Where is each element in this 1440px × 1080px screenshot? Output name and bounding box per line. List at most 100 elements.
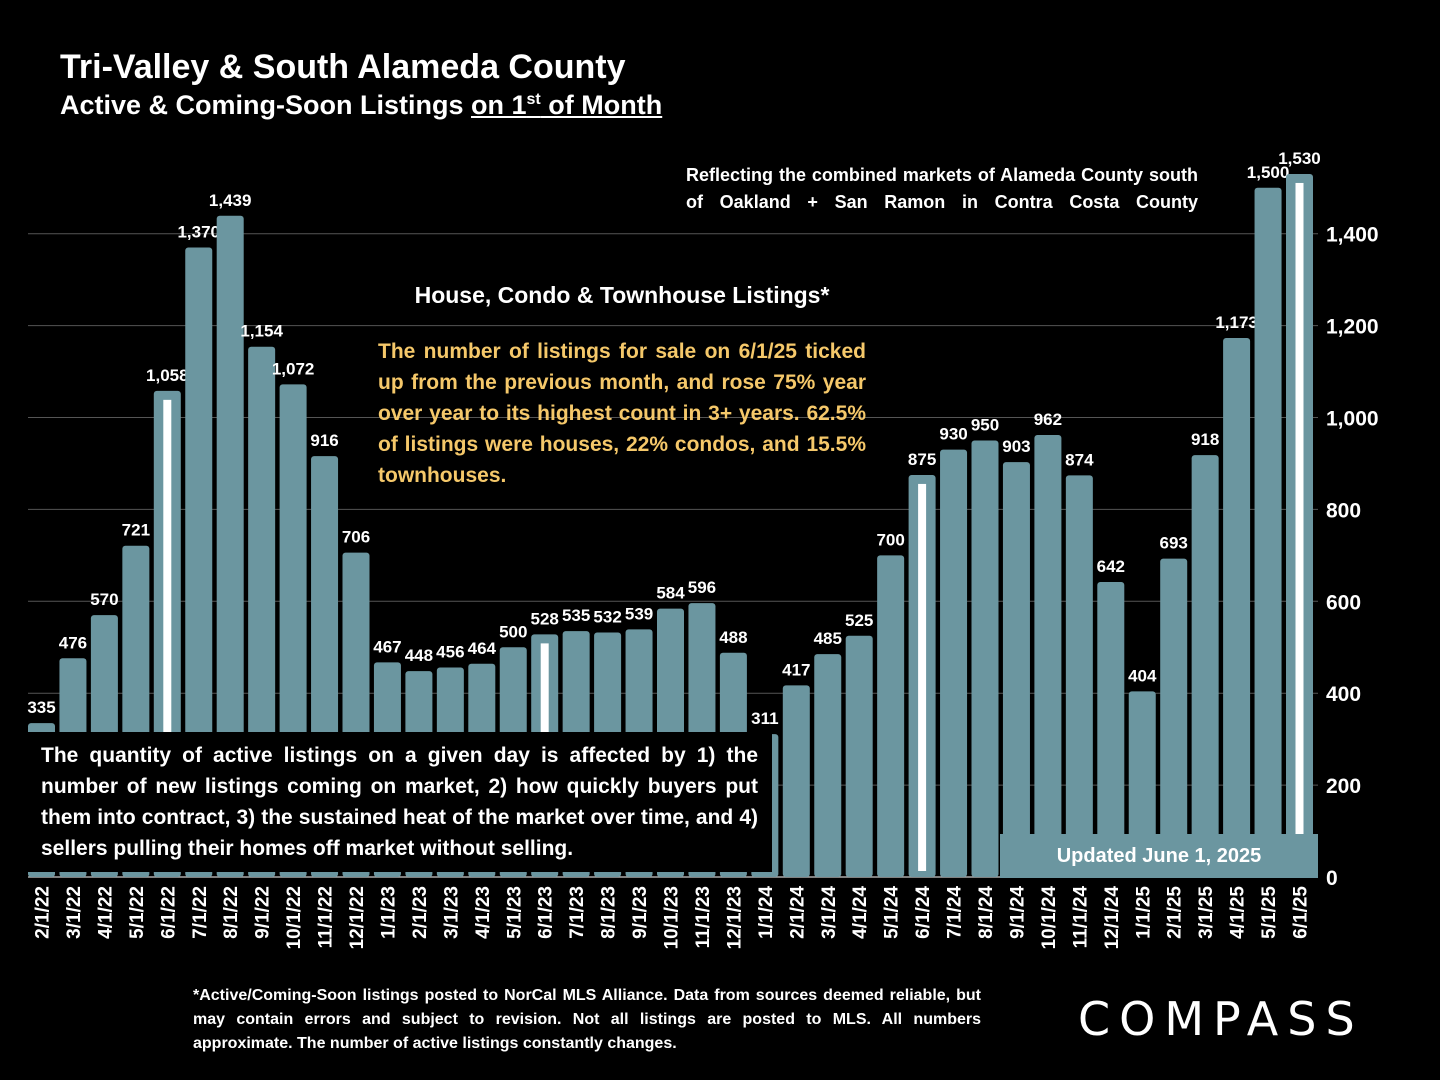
bar [216, 215, 244, 878]
value-label: 874 [1065, 450, 1094, 469]
y-tick-label: 600 [1326, 591, 1361, 614]
x-tick-label: 2/1/24 [787, 886, 808, 939]
x-tick-label: 1/1/23 [378, 886, 399, 939]
value-label: 528 [531, 609, 559, 628]
chart-title: Tri-Valley & South Alameda County [60, 48, 626, 86]
y-tick-label: 800 [1326, 499, 1361, 522]
value-label: 464 [468, 639, 497, 658]
highlight-marker [1295, 182, 1304, 872]
value-label: 485 [814, 629, 842, 648]
value-label: 693 [1160, 534, 1188, 553]
bar [782, 685, 810, 877]
value-label: 500 [499, 622, 527, 641]
x-tick-label: 4/1/25 [1228, 886, 1249, 939]
value-label: 1,173 [1215, 313, 1258, 332]
x-tick-label: 4/1/23 [473, 886, 494, 939]
bar [1223, 338, 1251, 878]
x-tick-label: 4/1/22 [95, 886, 116, 939]
value-label: 584 [656, 584, 685, 603]
market-note: Reflecting the combined markets of Alame… [686, 165, 1198, 212]
subtitle-prefix: Active & Coming-Soon Listings [60, 90, 472, 120]
value-label: 404 [1128, 666, 1157, 685]
x-tick-label: 1/1/25 [1133, 886, 1154, 939]
x-tick-label: 8/1/22 [221, 886, 242, 939]
x-tick-label: 9/1/23 [630, 886, 651, 939]
x-tick-label: 10/1/22 [284, 886, 305, 949]
value-label: 1,154 [240, 322, 283, 341]
value-label: 417 [782, 660, 810, 679]
x-tick-label: 2/1/22 [33, 886, 54, 939]
x-tick-label: 6/1/22 [158, 886, 179, 939]
bar [1254, 187, 1282, 877]
value-label: 535 [562, 606, 590, 625]
value-label: 311 [751, 709, 778, 728]
value-label: 467 [373, 637, 401, 656]
bar [1065, 475, 1093, 877]
x-tick-label: 11/1/22 [316, 886, 337, 948]
y-tick-label: 1,400 [1326, 224, 1379, 247]
compass-logo: COMPASS [1078, 992, 1364, 1046]
x-tick-label: 4/1/24 [850, 886, 871, 939]
value-label: 916 [310, 431, 338, 450]
x-tick-label: 1/1/24 [756, 886, 777, 939]
highlight-marker [163, 399, 172, 871]
x-tick-label: 2/1/25 [1165, 886, 1186, 939]
x-tick-label: 5/1/25 [1259, 886, 1280, 939]
y-tick-label: 200 [1326, 775, 1361, 798]
x-tick-label: 10/1/24 [1039, 886, 1060, 950]
bar [971, 440, 999, 877]
value-label: 706 [342, 528, 370, 547]
bar [814, 654, 842, 877]
x-tick-label: 11/1/23 [693, 886, 714, 948]
x-tick-label: 12/1/22 [347, 886, 368, 949]
bar [940, 449, 968, 877]
quantity-note: The quantity of active listings on a giv… [28, 732, 772, 872]
x-tick-label: 9/1/24 [1007, 886, 1028, 939]
value-label: 930 [939, 425, 967, 444]
value-label: 570 [90, 590, 118, 609]
updated-badge: Updated June 1, 2025 [1000, 834, 1318, 878]
x-tick-label: 10/1/23 [662, 886, 683, 949]
value-label: 488 [719, 628, 747, 647]
y-tick-label: 1,000 [1326, 408, 1379, 431]
subtitle-part-a: on 1 [471, 90, 527, 120]
value-label: 532 [593, 608, 621, 627]
x-tick-label: 12/1/23 [724, 886, 745, 949]
value-label: 476 [59, 633, 87, 652]
x-tick-label: 3/1/22 [64, 886, 85, 939]
x-tick-label: 12/1/24 [1102, 886, 1123, 950]
value-label: 335 [27, 698, 55, 717]
bar [877, 555, 905, 877]
bar [1097, 582, 1125, 877]
chart-subtitle: Active & Coming-Soon Listings on 1st of … [60, 90, 662, 121]
x-tick-label: 6/1/25 [1291, 886, 1312, 939]
bar [845, 635, 873, 877]
callout-text: The number of listings for sale on 6/1/2… [378, 340, 866, 487]
value-label: 903 [1002, 437, 1030, 456]
value-label: 448 [405, 646, 433, 665]
value-label: 1,500 [1247, 163, 1290, 182]
bar [1002, 462, 1030, 877]
value-label: 962 [1034, 410, 1062, 429]
x-tick-label: 3/1/23 [441, 886, 462, 939]
value-label: 1,439 [209, 191, 252, 210]
value-label: 918 [1191, 430, 1219, 449]
x-tick-label: 6/1/24 [913, 886, 934, 939]
x-tick-label: 11/1/24 [1070, 886, 1091, 949]
y-tick-label: 1,200 [1326, 316, 1379, 339]
x-tick-label: 6/1/23 [536, 886, 557, 939]
bar [1191, 455, 1219, 877]
value-label: 875 [908, 450, 936, 469]
x-tick-label: 9/1/22 [253, 886, 274, 939]
value-label: 700 [876, 530, 904, 549]
value-label: 1,530 [1278, 149, 1321, 168]
x-tick-label: 3/1/25 [1196, 886, 1217, 939]
value-label: 1,058 [146, 366, 189, 385]
value-label: 456 [436, 642, 464, 661]
bar [1034, 434, 1062, 877]
x-tick-label: 5/1/22 [127, 886, 148, 939]
highlight-marker [918, 483, 927, 871]
x-tick-label: 5/1/23 [504, 886, 525, 939]
value-label: 721 [122, 521, 150, 540]
bar [1160, 558, 1188, 877]
